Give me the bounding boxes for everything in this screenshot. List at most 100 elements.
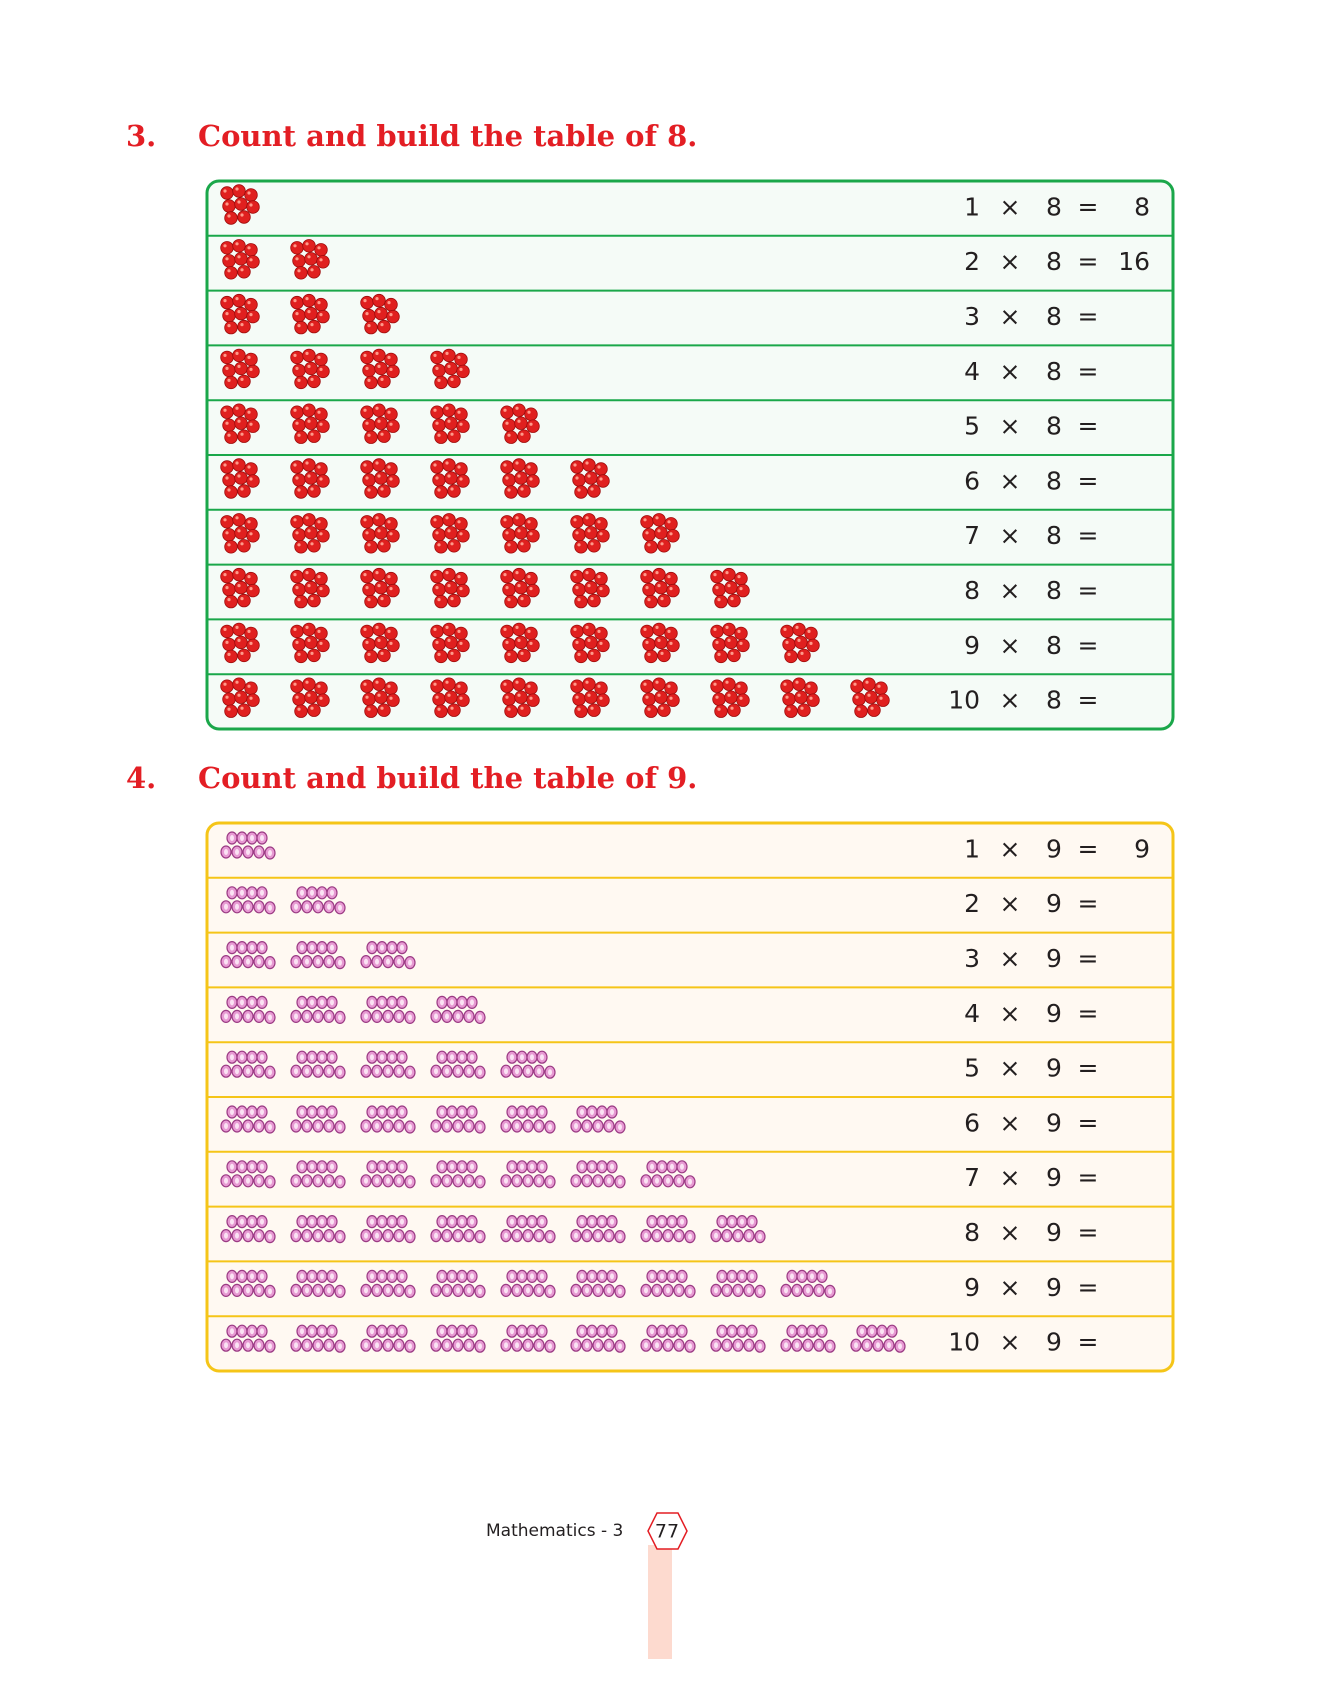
ring-hole <box>610 1109 614 1115</box>
apple-shine <box>225 531 229 535</box>
apple-shine <box>375 351 379 355</box>
apple-shine <box>305 680 309 684</box>
ring-hole <box>320 1163 324 1170</box>
apple <box>234 471 248 485</box>
apple <box>224 430 238 444</box>
apple <box>246 419 260 433</box>
apple <box>736 638 750 653</box>
ring-hole <box>434 1013 438 1020</box>
ring-hole <box>526 1287 530 1294</box>
apple-shine <box>235 571 239 575</box>
ring-hole <box>434 1123 438 1129</box>
apple <box>526 474 540 488</box>
apple-shine <box>435 366 439 370</box>
apple-shine <box>447 638 451 643</box>
apple-shine <box>529 587 533 591</box>
apple-shine <box>447 419 451 423</box>
apple <box>302 567 316 582</box>
ring-hole <box>386 1342 390 1349</box>
apple <box>594 626 608 641</box>
picture-groups <box>220 677 890 718</box>
apple-shine <box>389 422 393 426</box>
apple <box>666 638 680 653</box>
apple-shine <box>433 682 437 686</box>
ring-hole <box>537 1342 541 1349</box>
apple <box>572 473 586 487</box>
apple <box>572 692 586 706</box>
ring-hole <box>310 1163 314 1170</box>
apple-shine <box>247 301 251 305</box>
ring-hole <box>758 1343 762 1350</box>
ring-hole <box>537 1068 541 1075</box>
apple <box>220 569 234 584</box>
apple-shine <box>387 410 391 414</box>
apple <box>360 569 374 584</box>
apple <box>512 513 526 527</box>
ring-hole <box>580 1163 584 1170</box>
apple <box>430 569 444 584</box>
page-number: 77 <box>655 1521 679 1543</box>
ring-hole <box>478 1178 482 1185</box>
apple <box>220 295 234 310</box>
ring-hole <box>548 1124 552 1130</box>
apple-shine <box>317 520 321 524</box>
apple <box>504 594 518 609</box>
apple-shine <box>377 584 381 588</box>
apple <box>430 515 444 529</box>
apple-shine <box>319 477 323 481</box>
ring-hole <box>865 1342 869 1349</box>
ring-hole <box>400 1109 404 1115</box>
apple <box>447 539 461 553</box>
apple <box>874 681 888 695</box>
section-number: 4. <box>126 761 156 795</box>
ring-hole <box>540 1109 544 1115</box>
picture-groups <box>220 831 276 860</box>
ring-hole <box>260 1163 264 1170</box>
apple-shine <box>785 640 789 645</box>
apple-shine <box>715 695 719 699</box>
ring-hole <box>364 1013 368 1020</box>
apple-shine <box>295 257 299 261</box>
apple <box>652 622 666 637</box>
apple-shine <box>520 487 524 491</box>
ring-hole <box>330 1273 334 1280</box>
apple-shine <box>247 191 251 195</box>
multiplier: 3 <box>964 944 980 973</box>
apple-shine <box>305 461 309 465</box>
apple-shine <box>507 652 511 657</box>
ring-hole <box>537 1123 541 1129</box>
apple-shine <box>867 693 871 697</box>
apple <box>582 513 596 527</box>
ring-hole <box>316 1123 320 1129</box>
apple-shine <box>435 421 439 425</box>
ring-hole <box>450 1328 454 1335</box>
ring-hole <box>257 1342 261 1349</box>
apple-shine <box>305 242 309 246</box>
ring-hole <box>316 1232 320 1239</box>
apple-shine <box>879 696 883 700</box>
apple <box>456 583 470 598</box>
apple-shine <box>227 378 231 382</box>
apple <box>454 626 468 641</box>
ring-hole <box>610 1163 614 1170</box>
ring-hole <box>246 1342 250 1349</box>
apple <box>234 361 248 376</box>
apple-shine <box>575 476 579 480</box>
ring-hole <box>548 1343 552 1350</box>
picture-groups <box>220 1105 626 1134</box>
apple-shine <box>380 323 384 327</box>
apple <box>640 569 654 584</box>
ring-hole <box>240 1328 244 1335</box>
apple-shine <box>247 684 251 688</box>
ring-hole <box>260 1328 264 1335</box>
ring-hole <box>585 1232 589 1239</box>
apple-shine <box>433 627 437 632</box>
apple <box>587 593 601 608</box>
apple-shine <box>590 706 594 710</box>
ring-hole <box>655 1177 659 1184</box>
apple <box>237 539 251 553</box>
apple <box>524 407 538 421</box>
operator: × <box>1000 1218 1021 1247</box>
apple-shine <box>590 542 594 546</box>
apple <box>794 690 808 704</box>
